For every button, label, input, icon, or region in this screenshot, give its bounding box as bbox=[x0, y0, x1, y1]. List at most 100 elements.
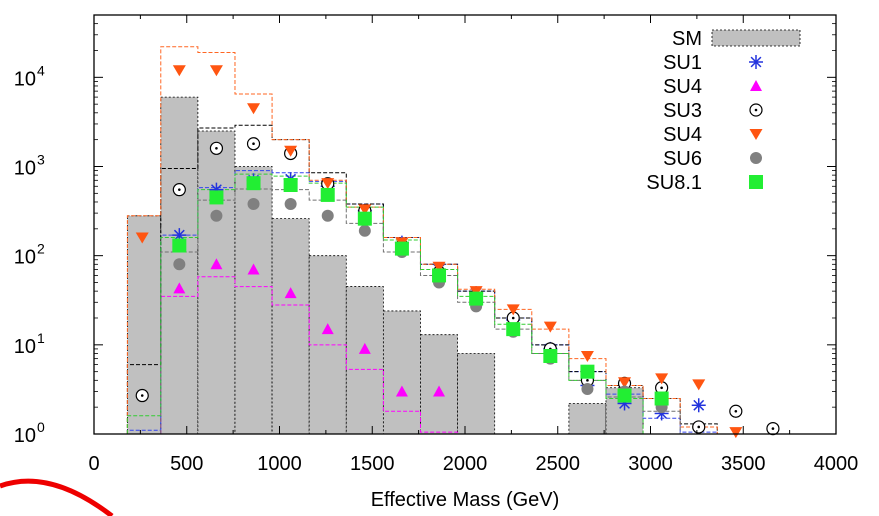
data-point bbox=[692, 420, 706, 434]
data-point bbox=[358, 342, 371, 354]
data-point bbox=[395, 385, 408, 397]
y-tick-label: 10 3 bbox=[14, 151, 45, 179]
y-tick-exponent: 4 bbox=[37, 62, 45, 78]
data-point bbox=[749, 55, 763, 69]
y-tick-exponent: 2 bbox=[37, 241, 45, 257]
data-point bbox=[246, 137, 261, 151]
data-point bbox=[543, 321, 557, 333]
data-point bbox=[246, 176, 261, 191]
data-point bbox=[247, 197, 260, 210]
data-point bbox=[284, 197, 297, 210]
x-tick-label: 3500 bbox=[721, 453, 766, 475]
sm-bar bbox=[197, 130, 236, 435]
x-tick-label: 2500 bbox=[536, 453, 581, 475]
data-point bbox=[135, 388, 149, 403]
data-point bbox=[357, 211, 372, 226]
histogram-line-3 bbox=[126, 46, 718, 434]
data-point bbox=[729, 427, 743, 439]
data-point bbox=[173, 258, 186, 271]
sm-bar bbox=[568, 403, 607, 435]
data-point bbox=[581, 382, 594, 395]
x-tick-label: 1000 bbox=[257, 453, 302, 475]
data-point bbox=[617, 388, 632, 403]
sm-bar bbox=[420, 334, 458, 435]
y-tick-exponent: 1 bbox=[37, 330, 45, 346]
data-point bbox=[692, 379, 706, 391]
data-point bbox=[750, 152, 762, 164]
data-point bbox=[210, 258, 223, 270]
data-point bbox=[172, 183, 186, 197]
legend-label: SM bbox=[672, 28, 702, 50]
y-tick-exponent: 0 bbox=[37, 419, 45, 435]
x-axis-label: Effective Mass (GeV) bbox=[371, 489, 560, 511]
data-point bbox=[320, 187, 335, 202]
data-point bbox=[749, 175, 763, 189]
y-tick-base: 10 bbox=[14, 336, 36, 358]
y-tick-base: 10 bbox=[14, 157, 36, 179]
data-point bbox=[729, 404, 743, 418]
data-point bbox=[432, 261, 446, 273]
y-tick-base: 10 bbox=[14, 68, 36, 90]
data-point bbox=[172, 65, 186, 77]
data-point bbox=[655, 373, 669, 385]
sm-bar bbox=[234, 166, 273, 435]
data-point bbox=[172, 238, 187, 253]
data-point bbox=[283, 178, 298, 193]
sm-bar bbox=[382, 310, 421, 435]
data-point bbox=[749, 103, 763, 117]
signal-markers bbox=[135, 65, 780, 439]
axis-ticks bbox=[93, 14, 837, 435]
data-point bbox=[432, 268, 447, 283]
data-point bbox=[321, 323, 334, 335]
data-point bbox=[135, 232, 149, 244]
x-tick-label: 0 bbox=[88, 453, 99, 475]
data-point bbox=[173, 282, 186, 294]
histogram-line-5 bbox=[126, 173, 644, 434]
data-point bbox=[284, 145, 298, 157]
data-point bbox=[209, 141, 224, 155]
x-tick-label: 1500 bbox=[350, 453, 395, 475]
legend-swatch bbox=[711, 29, 801, 47]
sm-bar bbox=[345, 286, 384, 435]
sm-background-bars bbox=[126, 96, 644, 435]
data-point bbox=[394, 241, 409, 256]
data-point bbox=[358, 204, 372, 216]
legend-label: SU8.1 bbox=[646, 172, 702, 194]
data-point bbox=[210, 209, 223, 222]
y-tick-base: 10 bbox=[14, 247, 36, 269]
x-tick-label: 4000 bbox=[814, 453, 859, 475]
legend-label: SU1 bbox=[663, 52, 702, 74]
red-arc-annotation bbox=[0, 478, 114, 516]
data-point bbox=[321, 209, 334, 222]
data-point bbox=[321, 178, 335, 190]
x-tick-label: 2000 bbox=[443, 453, 488, 475]
histogram-line-1 bbox=[160, 276, 459, 434]
data-point bbox=[580, 364, 595, 379]
x-tick-label: 500 bbox=[170, 453, 203, 475]
data-point bbox=[506, 304, 520, 316]
data-point bbox=[543, 348, 558, 363]
data-point bbox=[247, 103, 261, 115]
y-tick-label: 10 4 bbox=[14, 62, 45, 90]
sm-bar bbox=[271, 218, 310, 435]
data-point bbox=[209, 65, 223, 77]
data-point bbox=[654, 391, 669, 406]
data-point bbox=[618, 377, 632, 389]
data-point bbox=[469, 291, 484, 306]
data-point bbox=[172, 228, 187, 243]
sm-bar bbox=[457, 353, 496, 435]
legend-label: SU3 bbox=[663, 100, 702, 122]
data-point bbox=[284, 287, 297, 299]
data-point bbox=[209, 190, 224, 205]
legend-label: SU4 bbox=[663, 76, 702, 98]
legend-label: SU4 bbox=[663, 124, 702, 146]
y-tick-exponent: 3 bbox=[37, 151, 45, 167]
data-point bbox=[750, 80, 762, 91]
y-tick-label: 10 0 bbox=[14, 419, 45, 447]
y-tick-label: 10 2 bbox=[14, 241, 45, 269]
data-point bbox=[506, 322, 521, 337]
data-point bbox=[358, 224, 371, 237]
